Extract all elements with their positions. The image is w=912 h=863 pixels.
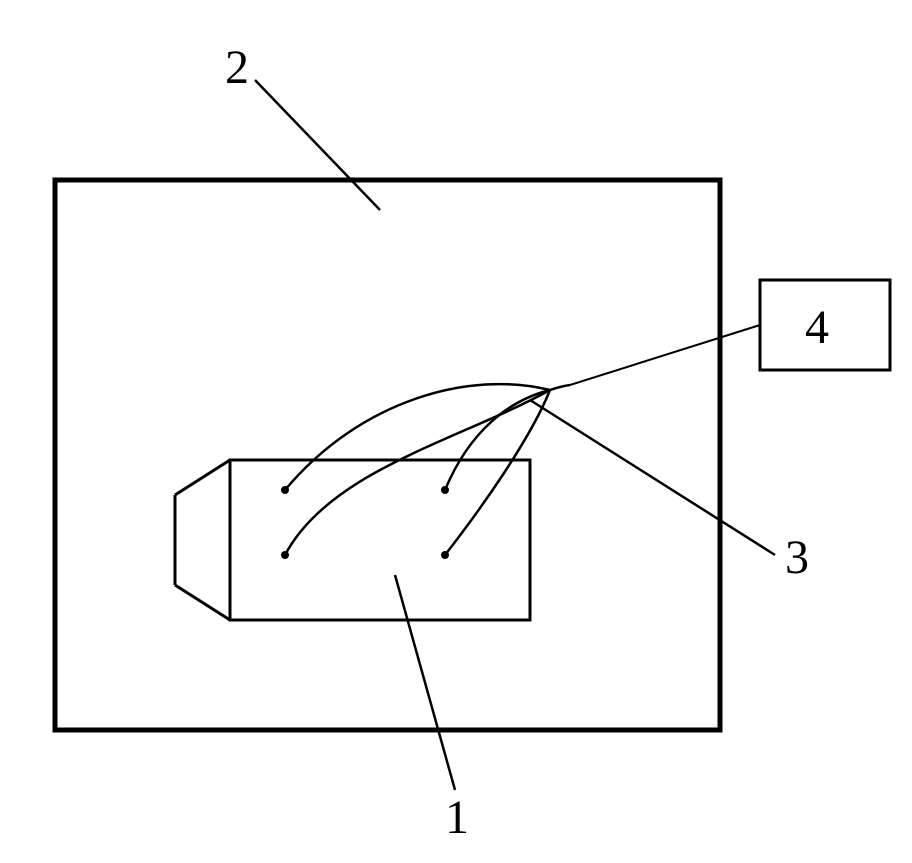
terminal-dot — [281, 486, 289, 494]
label-1: 1 — [445, 790, 469, 845]
label-4: 4 — [805, 300, 829, 355]
wire — [285, 384, 550, 490]
label-3: 3 — [785, 530, 809, 585]
connection-to-box4 — [570, 325, 760, 385]
wire-bundle — [285, 384, 570, 555]
terminal-dots — [281, 486, 449, 559]
terminal-dot — [281, 551, 289, 559]
wire — [285, 390, 550, 555]
diagram-canvas — [0, 0, 912, 863]
leader-1 — [395, 575, 455, 790]
terminal-dot — [441, 486, 449, 494]
leader-3 — [530, 400, 775, 555]
outer-enclosure — [55, 180, 720, 730]
inner-prism — [175, 460, 530, 620]
label-2: 2 — [225, 40, 249, 95]
wire — [445, 390, 550, 490]
leader-2 — [255, 80, 380, 210]
terminal-dot — [441, 551, 449, 559]
